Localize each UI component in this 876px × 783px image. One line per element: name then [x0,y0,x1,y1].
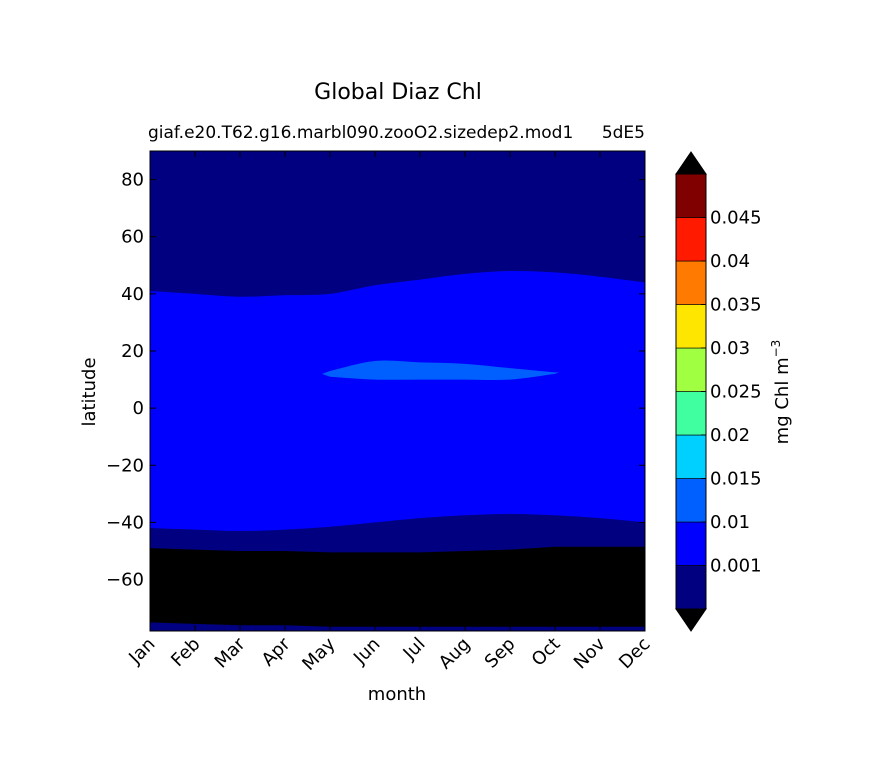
y-tick-label: −40 [106,512,144,533]
region-under [150,546,645,627]
colorbar-segment [675,260,707,305]
x-tick-label: Jun [349,634,384,669]
x-tick-label: Sep [481,634,520,673]
x-axis-label: month [368,684,426,705]
colorbar-segment [675,217,707,262]
colorbar-segment [675,565,707,610]
colorbar-segment [675,478,707,523]
y-tick-label: −60 [106,570,144,591]
colorbar-tick-label: 0.03 [710,338,750,359]
y-tick-label: 0 [133,398,144,419]
x-tick-label: Jul [399,634,430,665]
chart-subtitle-right: 5dE5 [602,123,645,143]
colorbar-label: mg Chl m−3 [769,340,793,445]
x-tick-label: Aug [435,634,475,674]
y-tick-label: 80 [121,170,144,191]
colorbar-tick-label: 0.04 [710,251,750,272]
region-level-2 [322,360,559,380]
colorbar-segment [675,391,707,436]
x-tick-label: Dec [615,634,654,673]
colorbar-tick-label: 0.025 [710,382,762,403]
colorbar-tick-label: 0.02 [710,425,750,446]
x-tick-label: Mar [211,633,250,672]
colorbar: 0.001 0.01 0.015 0.02 0.025 0.03 0.035 0.04 0.04… [675,151,762,632]
colorbar-segment [675,304,707,349]
x-tick-label: Nov [570,633,610,673]
colorbar-tick-label: 0.015 [710,469,762,490]
x-tick-label: Jan [124,634,159,669]
chart-subtitle: giaf.e20.T62.g16.marbl090.zooO2.sizedep2… [148,123,573,143]
colorbar-segment [675,521,707,566]
colorbar-label-exponent: −3 [769,340,783,358]
chart-title: Global Diaz Chl [314,80,482,105]
colorbar-segment [675,173,707,218]
y-tick-label: −20 [106,455,144,476]
colorbar-tick-label: 0.035 [710,295,762,316]
colorbar-segment [675,434,707,479]
y-axis-label: latitude [79,357,100,426]
colorbar-extend-top [675,151,707,175]
colorbar-tick-label: 0.01 [710,512,750,533]
region-level-1 [150,270,645,531]
colorbar-tick-label: 0.045 [710,208,762,229]
x-tick-label: Feb [167,634,204,671]
y-tick-label: 20 [121,341,144,362]
plot-area [149,150,646,632]
x-tick-label: May [298,633,339,674]
colorbar-tick-label: 0.001 [710,556,762,577]
y-tick-label: 40 [121,284,144,305]
colorbar-label-text: mg Chl m [772,357,793,444]
colorbar-segment [675,347,707,392]
x-tick-label: Oct [528,634,565,671]
y-tick-label: 60 [121,227,144,248]
x-tick-label: Apr [258,633,295,670]
y-axis: 80 60 40 20 0 −20 −40 −60 [106,170,645,591]
colorbar-extend-bottom [675,608,707,632]
plot-frame [149,150,646,632]
